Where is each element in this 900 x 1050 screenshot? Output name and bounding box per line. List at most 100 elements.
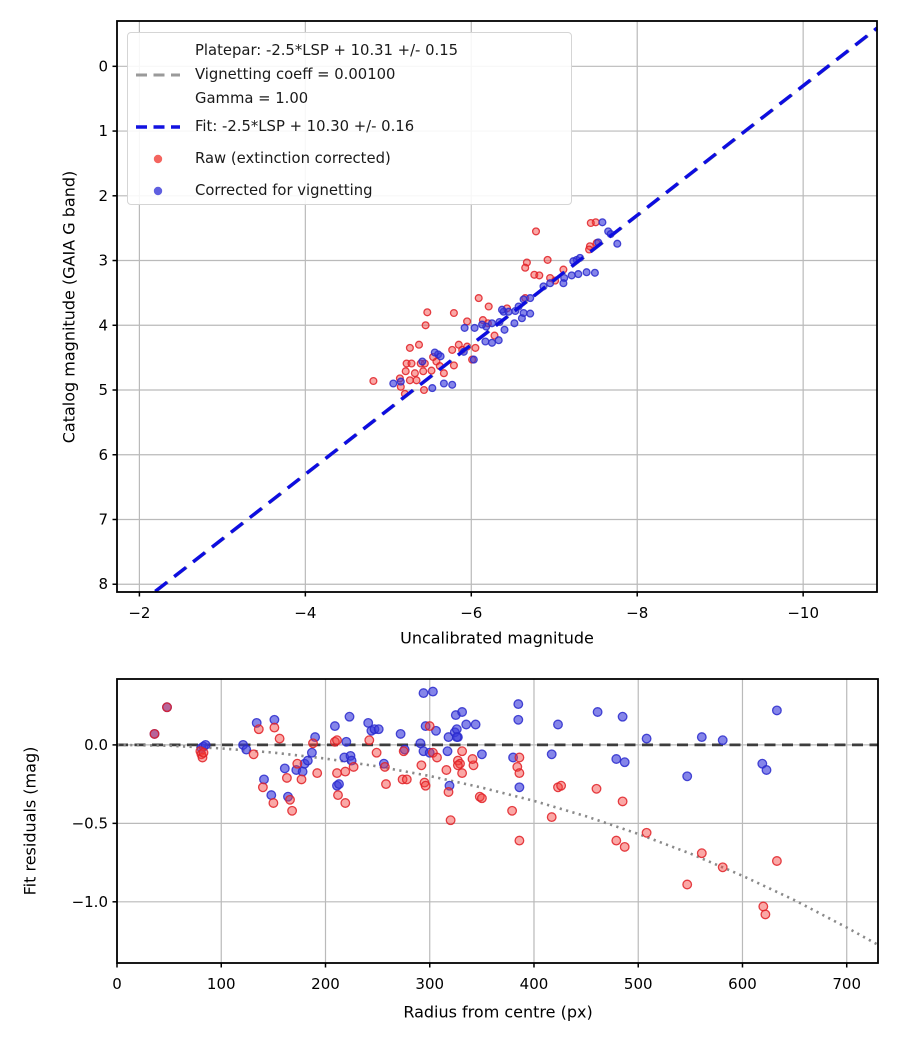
raw-point (463, 317, 472, 326)
y-tick-label: 5 (98, 381, 108, 399)
legend-label-platepar: Platepar: -2.5*LSP + 10.31 +/- 0.15 (195, 42, 459, 59)
corrected-point (279, 763, 290, 774)
y-tick-label: 0 (98, 57, 108, 75)
raw-point (641, 827, 652, 838)
raw-point (771, 856, 782, 866)
corrected-point (424, 747, 435, 758)
x-tick-label: 200 (311, 975, 340, 993)
raw-point (381, 779, 391, 790)
corrected-point (510, 319, 519, 328)
fit-line (154, 26, 879, 593)
legend-entry-corrected: Corrected for vignetting (134, 179, 563, 203)
raw-point (457, 746, 468, 757)
x-tick-label: −10 (787, 604, 819, 622)
raw-point (424, 721, 435, 732)
corrected-point (487, 319, 497, 328)
corrected-marker-sample (134, 185, 182, 197)
raw-point (401, 367, 410, 376)
raw-point (432, 752, 442, 763)
raw-point (371, 747, 382, 758)
x-tick-label: 300 (415, 975, 444, 993)
corrected-point (334, 779, 344, 790)
corrected-point (418, 688, 429, 699)
bottom-xaxis-label: Radius from centre (px) (403, 1002, 593, 1022)
corrected-point (460, 323, 469, 332)
raw-point (340, 766, 351, 777)
corrected-point (259, 774, 269, 785)
y-tick-label: 8 (98, 575, 108, 593)
corrected-point (344, 711, 355, 722)
raw-point (340, 798, 351, 808)
top-yaxis-label: Catalog magnitude (GAIA G band) (59, 170, 79, 444)
corrected-point (582, 268, 591, 277)
raw-point (364, 735, 375, 746)
raw-point (257, 782, 268, 793)
legend-label-fit: Fit: -2.5*LSP + 10.30 +/- 0.16 (195, 118, 415, 135)
corrected-point (481, 337, 490, 346)
raw-point (416, 760, 427, 771)
corrected-point (619, 757, 630, 768)
raw-point (379, 761, 390, 772)
corrected-point (451, 732, 462, 743)
corrected-point (513, 699, 524, 710)
raw-point (760, 909, 771, 920)
raw-point (507, 805, 518, 816)
raw-point (445, 815, 456, 826)
corrected-point (574, 270, 583, 279)
raw-point (253, 724, 264, 735)
x-tick-label: 0 (112, 975, 122, 993)
corrected-point (427, 686, 438, 697)
corrected-point (592, 707, 603, 717)
corrected-point (448, 380, 457, 389)
raw-point (467, 754, 478, 764)
raw-point (427, 366, 436, 375)
corrected-point (590, 268, 599, 277)
corrected-point (478, 320, 487, 329)
y-tick-label: −0.5 (72, 814, 108, 832)
raw-point (401, 774, 412, 785)
raw-point (398, 746, 409, 757)
y-tick-label: 6 (98, 446, 108, 464)
corrected-point (329, 721, 340, 732)
raw-point (443, 787, 454, 797)
raw-point (419, 367, 428, 376)
raw-point (414, 340, 424, 349)
legend-entry-platepar: Platepar: -2.5*LSP + 10.31 +/- 0.15 Vign… (134, 39, 563, 111)
raw-marker-sample (134, 153, 182, 165)
raw-point (758, 901, 769, 912)
raw-point (423, 308, 432, 317)
raw-point (162, 702, 172, 713)
raw-point (412, 376, 421, 385)
raw-point (556, 780, 567, 791)
corrected-point (396, 377, 405, 386)
corrected-point (641, 733, 652, 744)
corrected-point (771, 705, 782, 716)
x-tick-label: −2 (128, 604, 150, 622)
corrected-point (487, 338, 497, 347)
corrected-point (395, 728, 406, 739)
corrected-point (696, 732, 707, 743)
y-tick-label: 0.0 (84, 736, 108, 754)
raw-point (419, 385, 429, 395)
y-tick-label: 4 (98, 316, 108, 334)
raw-point (476, 793, 487, 804)
raw-point (717, 862, 728, 873)
x-tick-label: −4 (294, 604, 316, 622)
corrected-point (439, 379, 448, 388)
raw-point (420, 780, 431, 791)
corrected-point (442, 746, 453, 757)
corrected-point (514, 782, 525, 793)
y-tick-label: 7 (98, 510, 108, 528)
corrected-point (266, 790, 277, 801)
x-tick-label: 700 (832, 975, 861, 993)
raw-point (439, 369, 448, 378)
x-tick-label: 600 (728, 975, 757, 993)
legend-label-vignetting-coeff: Vignetting coeff = 0.00100 (195, 66, 396, 83)
raw-point (448, 345, 457, 354)
raw-point (484, 302, 493, 311)
corrected-point (526, 309, 535, 318)
corrected-point (617, 711, 628, 722)
y-tick-label: 1 (98, 122, 108, 140)
raw-point (292, 758, 303, 769)
